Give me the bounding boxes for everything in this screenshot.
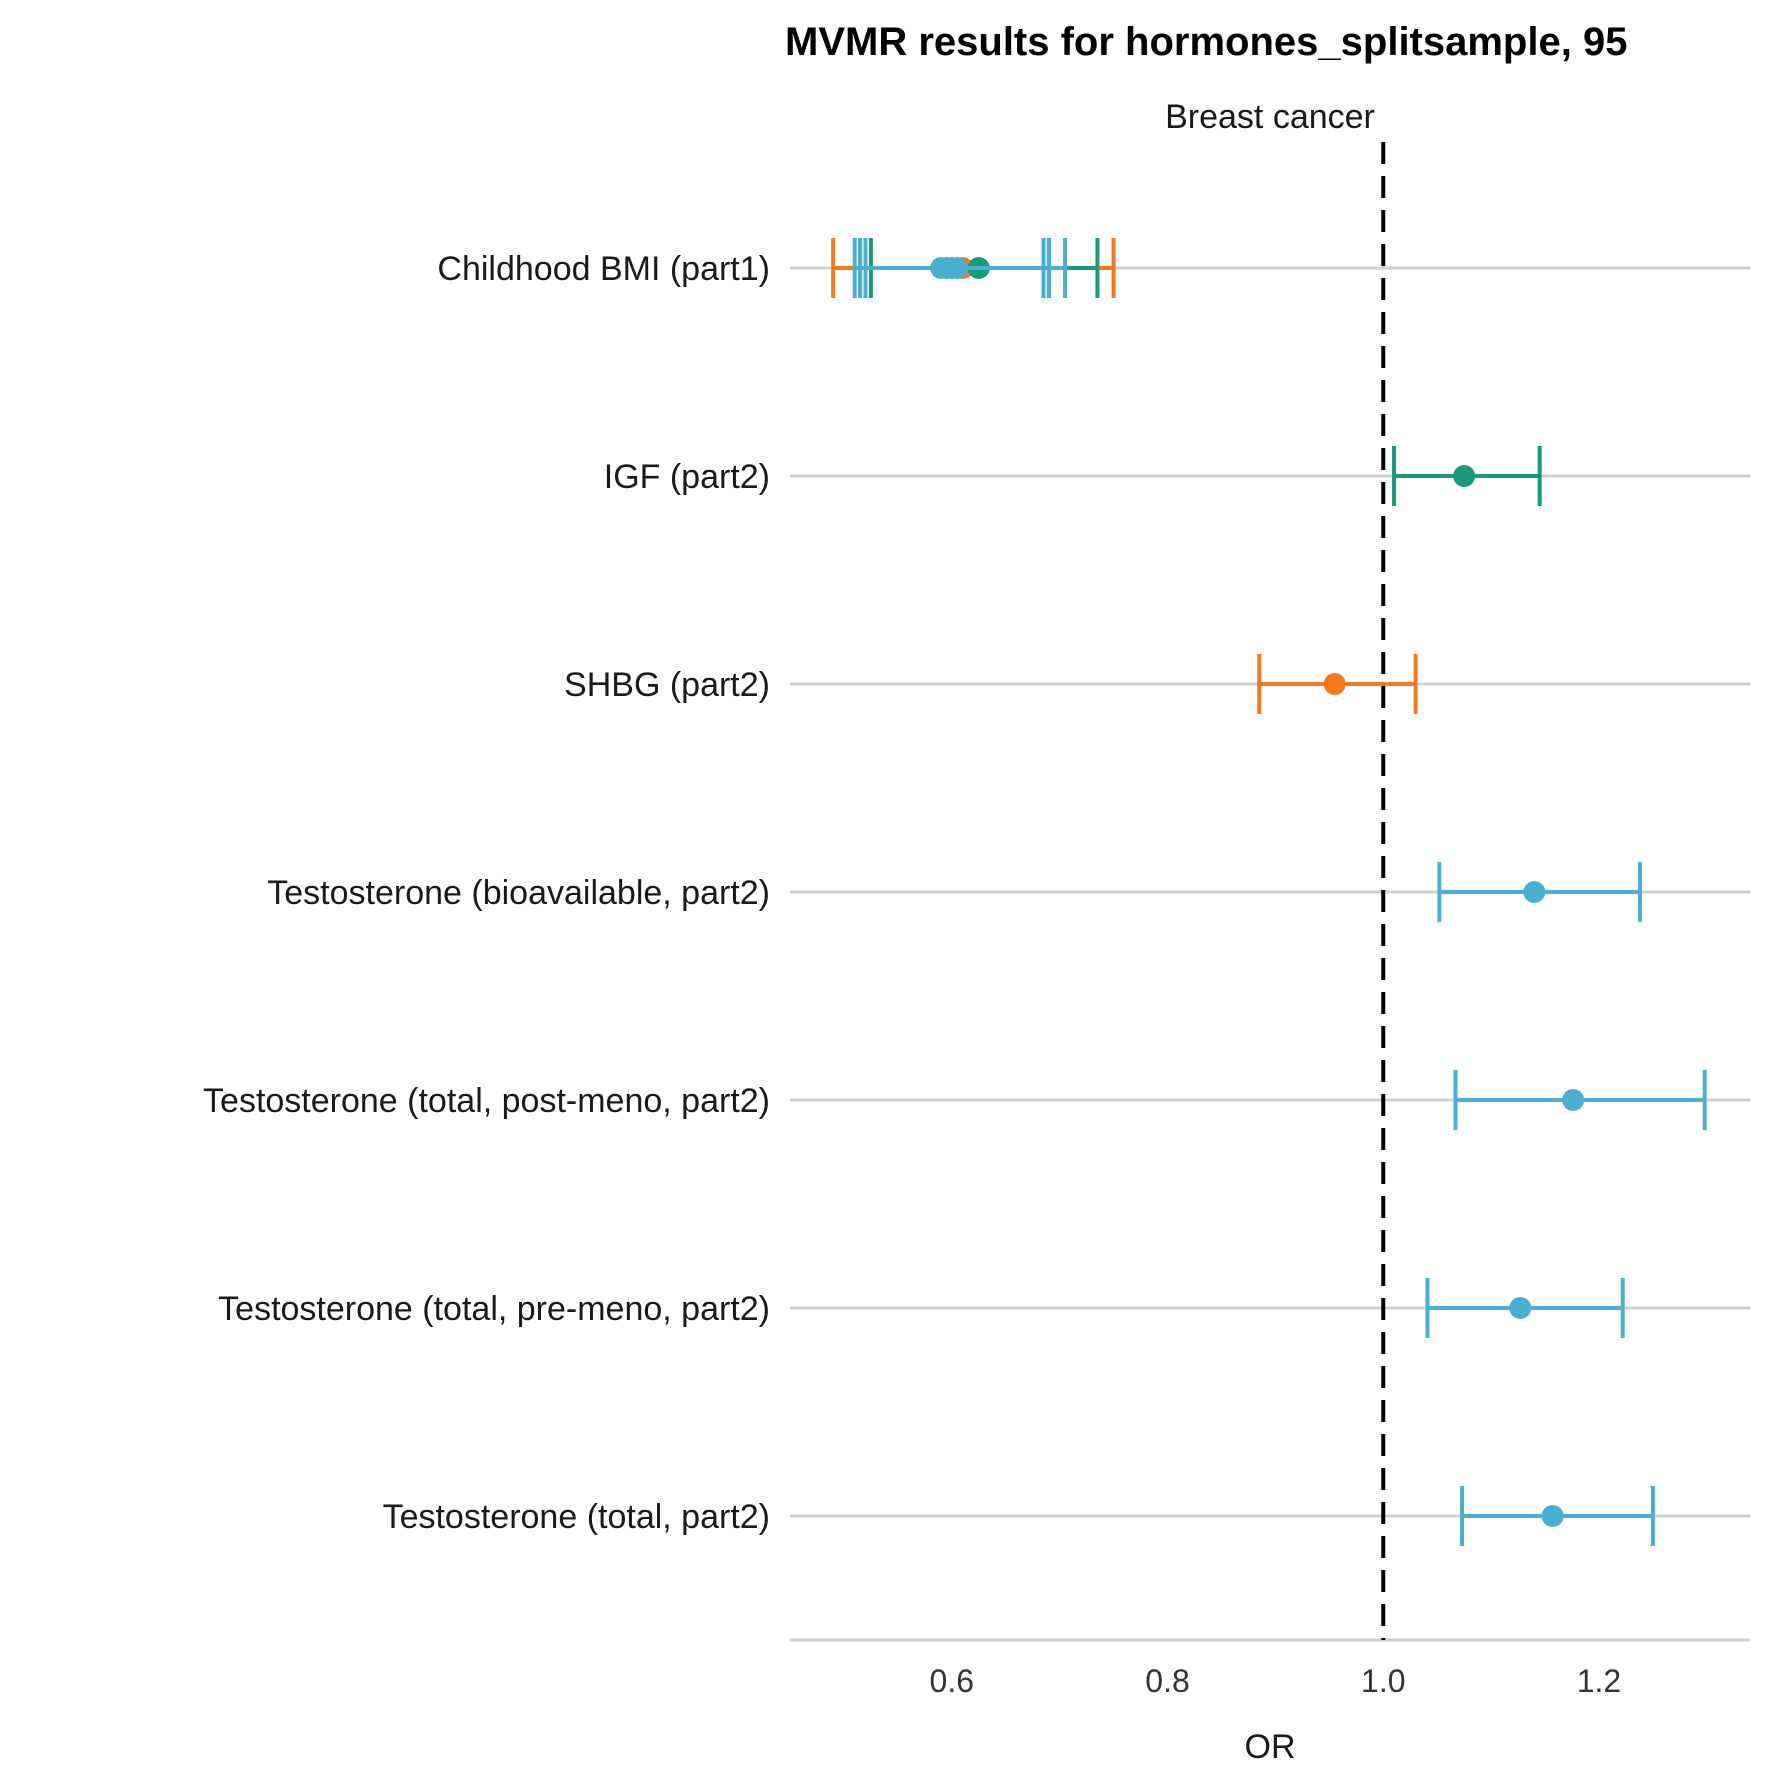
x-tick-label: 1.0 — [1361, 1663, 1405, 1699]
y-tick-label: Testosterone (total, pre-meno, part2) — [218, 1290, 770, 1328]
estimates — [831, 238, 1707, 1546]
y-tick-label: Testosterone (total, post-meno, part2) — [203, 1082, 770, 1120]
x-tick-label: 0.6 — [930, 1663, 974, 1699]
x-tick-label: 1.2 — [1577, 1663, 1621, 1699]
estimate — [1392, 446, 1542, 506]
y-tick-label: Testosterone (total, part2) — [383, 1498, 770, 1536]
point-estimate — [1453, 465, 1476, 487]
point-estimate — [946, 257, 969, 279]
estimate — [1257, 654, 1418, 714]
estimate — [1425, 1278, 1625, 1338]
x-tick-label: 0.8 — [1145, 1663, 1189, 1699]
y-tick-label: Childhood BMI (part1) — [437, 250, 770, 288]
point-estimate — [1562, 1089, 1585, 1111]
point-estimate — [1541, 1505, 1564, 1527]
estimate — [1437, 862, 1642, 922]
point-estimate — [1523, 881, 1546, 903]
y-tick-label: Testosterone (bioavailable, part2) — [267, 874, 770, 912]
point-estimate — [1509, 1297, 1532, 1319]
estimate — [1460, 1486, 1655, 1546]
chart-title: MVMR results for hormones_splitsample, 9… — [785, 20, 1627, 64]
point-estimate — [1323, 673, 1346, 695]
y-tick-label: SHBG (part2) — [564, 666, 770, 704]
y-tick-label: IGF (part2) — [604, 458, 770, 496]
facet-label: Breast cancer — [1165, 98, 1375, 136]
x-axis: 0.6 0.8 1.0 1.2 — [790, 1638, 1750, 1699]
estimate — [1453, 1070, 1707, 1130]
y-axis-labels: Childhood BMI (part1) IGF (part2) SHBG (pa… — [203, 250, 770, 1536]
estimate — [863, 238, 1051, 298]
x-axis-title: OR — [1245, 1728, 1296, 1766]
